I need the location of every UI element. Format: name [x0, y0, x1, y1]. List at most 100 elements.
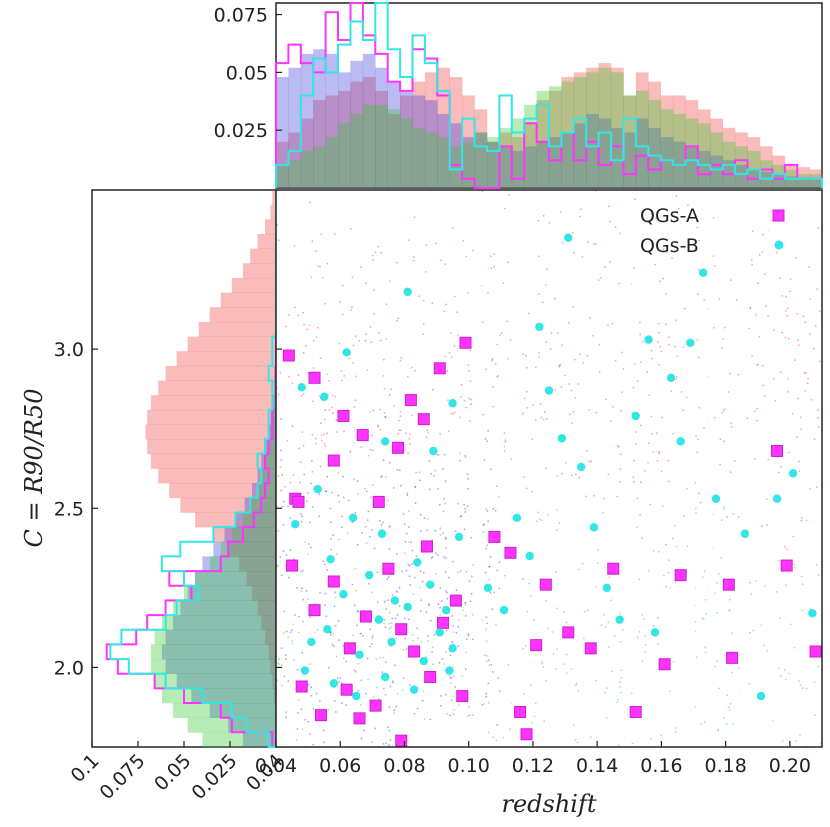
side-hist-red-bar: [264, 219, 276, 235]
qgs-b-point: [788, 469, 798, 478]
qgs-a-point: [722, 578, 735, 591]
background-point: [370, 449, 372, 451]
top-hist-green-bar: [424, 132, 438, 188]
qgs-a-point: [392, 441, 405, 454]
background-point: [619, 453, 622, 456]
background-point: [656, 432, 658, 434]
background-point: [293, 245, 296, 247]
background-point: [331, 406, 334, 409]
background-point: [531, 722, 533, 724]
background-point: [722, 338, 725, 340]
qgs-points: [282, 233, 822, 747]
side-hist-red-bar: [257, 233, 276, 249]
top-hist-blue-bar: [288, 67, 302, 188]
background-point: [486, 510, 489, 512]
background-point: [671, 537, 674, 540]
background-point: [610, 599, 613, 602]
background-point: [589, 316, 591, 319]
background-point: [403, 552, 406, 555]
background-point: [312, 708, 315, 710]
background-point: [630, 692, 633, 695]
background-point: [467, 370, 470, 372]
background-point: [674, 524, 676, 527]
background-point: [631, 742, 634, 745]
background-point: [594, 585, 597, 588]
background-point: [360, 679, 363, 682]
background-point: [310, 686, 312, 689]
background-point: [595, 243, 597, 245]
qgs-b-point: [442, 605, 451, 615]
side-hist-red-bar: [228, 541, 276, 557]
background-point: [445, 629, 448, 632]
background-point: [393, 712, 395, 715]
background-point: [375, 658, 378, 660]
background-point: [608, 576, 611, 579]
legend-marker-qgs-a: [772, 209, 785, 222]
side-hist-red-bar: [158, 468, 276, 484]
background-point: [346, 408, 349, 411]
background-point: [609, 420, 612, 422]
background-point: [445, 303, 448, 306]
background-point: [447, 430, 450, 433]
background-point: [636, 497, 639, 500]
qgs-b-point: [448, 399, 457, 408]
background-point: [598, 343, 601, 346]
qgs-a-point: [308, 604, 321, 617]
background-point: [311, 470, 314, 473]
background-point: [354, 511, 357, 514]
background-point: [364, 525, 367, 528]
background-point: [545, 679, 547, 682]
background-point: [357, 689, 360, 692]
background-point: [493, 253, 496, 256]
background-point: [545, 467, 548, 470]
background-point: [695, 512, 697, 514]
background-point: [754, 313, 757, 316]
background-point: [298, 615, 300, 618]
background-point: [650, 415, 653, 418]
background-point: [403, 617, 406, 620]
background-point: [804, 371, 807, 374]
background-point: [372, 254, 374, 257]
qgs-a-point: [456, 690, 469, 703]
background-point: [405, 648, 408, 650]
background-point: [436, 453, 439, 456]
side-hist-red-bar: [198, 321, 276, 337]
background-point: [720, 557, 723, 559]
background-point: [336, 676, 339, 679]
background-point: [416, 627, 419, 630]
background-point: [799, 734, 801, 736]
background-point: [321, 440, 323, 442]
background-point: [633, 480, 635, 483]
background-point: [443, 453, 446, 456]
background-point: [408, 564, 411, 567]
background-point: [586, 241, 589, 244]
background-point: [370, 496, 372, 498]
background-point: [395, 705, 397, 708]
background-point: [509, 338, 512, 341]
background-point: [431, 651, 433, 653]
qgs-a-point: [292, 495, 305, 508]
background-point: [421, 699, 424, 702]
background-point: [384, 661, 387, 663]
qgs-b-point: [698, 268, 708, 277]
background-point: [389, 280, 391, 282]
background-point: [356, 480, 359, 482]
background-point: [561, 472, 564, 475]
background-point: [468, 706, 470, 708]
background-point: [331, 394, 334, 397]
background-point: [284, 654, 287, 657]
background-point: [663, 574, 665, 577]
background-point: [814, 714, 816, 717]
background-point: [334, 396, 337, 398]
top-hist-red-bar: [325, 95, 339, 188]
background-point: [798, 470, 801, 473]
background-point: [619, 480, 621, 483]
background-point: [793, 646, 796, 649]
side-hist-green-bar: [264, 453, 276, 469]
background-point: [315, 442, 318, 445]
background-point: [800, 428, 803, 431]
background-point: [464, 511, 466, 513]
background-point: [789, 290, 792, 293]
background-point: [522, 647, 524, 650]
background-point: [523, 692, 526, 695]
